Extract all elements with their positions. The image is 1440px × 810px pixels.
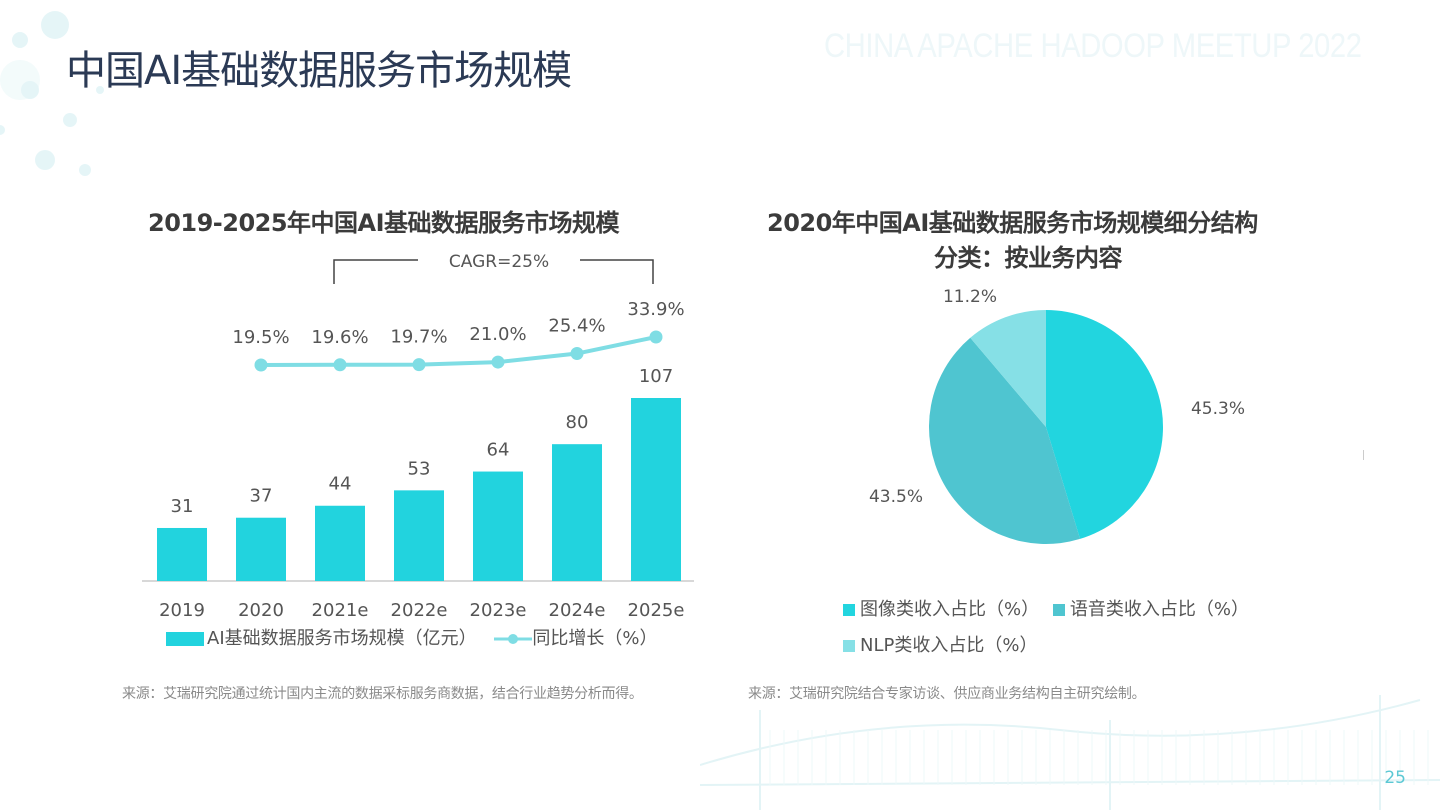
bar-value-label: 64: [487, 440, 510, 461]
x-tick-label: 2020: [238, 600, 284, 621]
legend-label-growth: 同比增长（%）: [532, 628, 658, 649]
bar-value-label: 44: [329, 474, 352, 495]
bar-2021e: [315, 505, 365, 581]
pie-value-label: 11.2%: [943, 287, 997, 307]
page-title: 中国AI基础数据服务市场规模: [66, 48, 572, 94]
legend-swatch-nlp: [843, 640, 855, 652]
bar-value-label: 107: [639, 366, 673, 387]
x-tick-label: 2022e: [391, 600, 448, 621]
decorative-splash: [0, 11, 104, 176]
growth-value-label: 19.5%: [232, 327, 289, 348]
bar-2022e: [394, 490, 444, 581]
bar-value-label: 80: [566, 412, 589, 433]
bar-value-label: 37: [250, 486, 273, 507]
bar-2023e: [473, 471, 523, 581]
bar-chart: CAGR=25% 31 37 44 53 64 80 107 2019 2020 2021e 20…: [142, 252, 694, 621]
growth-value-label: 19.6%: [311, 327, 368, 348]
growth-value-label: 33.9%: [627, 299, 684, 320]
pie-chart-subtitle: 分类：按业务内容: [934, 244, 1123, 272]
source-note-right: 来源：艾瑞研究院结合专家访谈、供应商业务结构自主研究绘制。: [748, 686, 1146, 702]
legend-item-image: 图像类收入占比（%）: [843, 599, 1039, 620]
pie-chart: 45.3% 43.5% 11.2%: [869, 287, 1245, 544]
pie-value-label: 45.3%: [1191, 399, 1245, 419]
legend-label-image: 图像类收入占比（%）: [860, 599, 1040, 620]
growth-value-label: 21.0%: [469, 324, 526, 345]
pie-slice-image: [1046, 310, 1164, 539]
growth-point-2025e: [649, 330, 663, 344]
x-tick-label: 2024e: [549, 600, 606, 621]
legend-swatch-bar: [166, 632, 204, 646]
legend-item-growth: 同比增长（%）: [494, 628, 657, 649]
legend-item-voice: 语音类收入占比（%）: [1052, 599, 1249, 620]
source-note-left: 来源：艾瑞研究院通过统计国内主流的数据采标服务商数据，结合行业趋势分析而得。: [122, 686, 643, 702]
bar-value-label: 53: [408, 458, 431, 479]
legend-label-market-size: AI基础数据服务市场规模（亿元）: [207, 628, 477, 649]
legend-swatch-voice: [1052, 604, 1065, 616]
bar-2024e: [552, 444, 602, 581]
legend-swatch-line: [494, 634, 533, 644]
bar-2020: [236, 517, 286, 581]
legend-swatch-image: [843, 604, 855, 616]
bar-value-label: 31: [171, 496, 194, 517]
bar-2019: [157, 527, 207, 581]
x-tick-label: 2019: [159, 600, 205, 621]
pie-chart-title: 2020年中国AI基础数据服务市场规模细分结构: [767, 209, 1258, 237]
growth-value-label: 19.7%: [390, 327, 447, 348]
pie-slice-voice: [928, 337, 1081, 544]
legend-label-nlp: NLP类收入占比（%）: [860, 635, 1038, 656]
stray-mark: [1363, 450, 1364, 460]
pie-slice-nlp: [970, 310, 1046, 427]
event-watermark: CHINA APACHE HADOOP MEETUP 2022: [824, 27, 1362, 65]
growth-value-label: 25.4%: [548, 316, 605, 337]
cagr-bracket-right: [580, 259, 654, 284]
x-tick-label: 2021e: [312, 600, 369, 621]
bar-chart-legend: AI基础数据服务市场规模（亿元） 同比增长（%）: [166, 624, 657, 650]
cagr-bracket-left: [333, 259, 418, 284]
cagr-annotation: CAGR=25%: [449, 252, 549, 272]
growth-point-2024e: [570, 347, 584, 361]
growth-line-path: [260, 335, 657, 367]
legend-item-nlp: NLP类收入占比（%）: [843, 635, 1037, 656]
legend-label-voice: 语音类收入占比（%）: [1069, 599, 1249, 620]
page-number: 25: [1384, 768, 1406, 788]
decorative-bridge: [700, 695, 1440, 810]
x-tick-label: 2025e: [628, 600, 685, 621]
legend-item-market-size: AI基础数据服务市场规模（亿元）: [166, 628, 482, 649]
pie-value-label: 43.5%: [869, 487, 923, 507]
growth-point-2023e: [491, 355, 505, 369]
growth-point-2022e: [412, 358, 426, 372]
growth-point-2021e: [333, 358, 347, 372]
x-tick-label: 2023e: [470, 600, 527, 621]
pie-chart-legend: 图像类收入占比（%） 语音类收入占比（%） NLP类收入占比（%）: [843, 592, 1283, 664]
growth-point-2020: [254, 358, 268, 372]
bar-2025e: [631, 398, 681, 581]
cagr-bracket: CAGR=25%: [333, 252, 654, 284]
bar-chart-title: 2019-2025年中国AI基础数据服务市场规模: [148, 209, 620, 237]
